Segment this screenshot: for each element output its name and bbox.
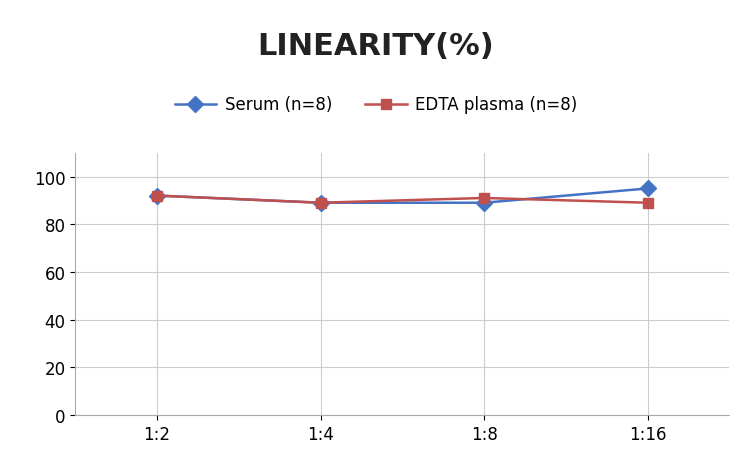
EDTA plasma (n=8) bbox=[153, 193, 162, 199]
EDTA plasma (n=8) bbox=[643, 201, 652, 206]
Line: EDTA plasma (n=8): EDTA plasma (n=8) bbox=[152, 191, 653, 208]
Serum (n=8) bbox=[480, 201, 489, 206]
Serum (n=8) bbox=[643, 186, 652, 192]
Serum (n=8) bbox=[153, 193, 162, 199]
Legend: Serum (n=8), EDTA plasma (n=8): Serum (n=8), EDTA plasma (n=8) bbox=[168, 89, 584, 121]
Text: LINEARITY(%): LINEARITY(%) bbox=[258, 32, 494, 60]
EDTA plasma (n=8) bbox=[316, 201, 325, 206]
Serum (n=8) bbox=[316, 201, 325, 206]
Line: Serum (n=8): Serum (n=8) bbox=[151, 184, 653, 209]
EDTA plasma (n=8) bbox=[480, 196, 489, 201]
